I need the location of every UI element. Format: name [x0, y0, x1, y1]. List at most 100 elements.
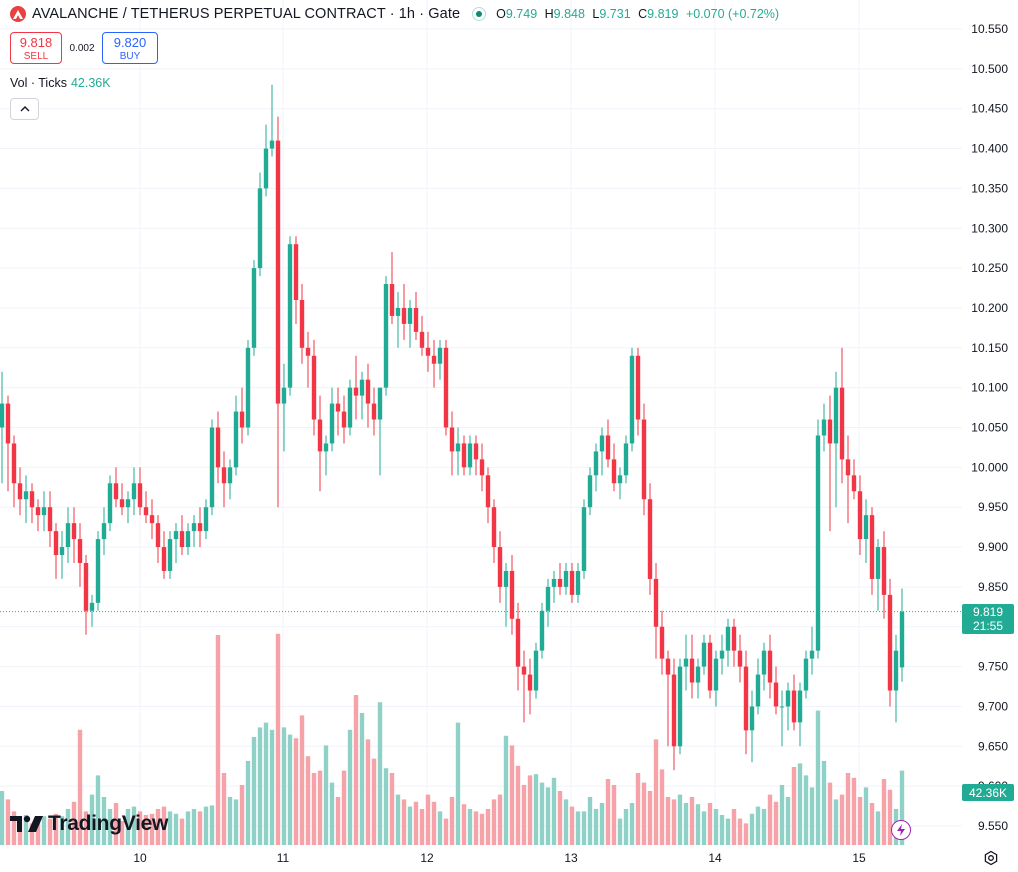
- candle-body: [89, 602, 95, 611]
- candle: [617, 467, 623, 500]
- lightning-icon: [897, 824, 905, 836]
- candle-body: [53, 531, 59, 556]
- volume-bar: [347, 729, 353, 845]
- volume-bar: [773, 801, 779, 845]
- candle-body: [383, 284, 389, 388]
- candle-body: [689, 658, 695, 683]
- candle: [629, 347, 635, 452]
- candle-body: [809, 650, 815, 659]
- price-tick-label: 9.750: [978, 660, 1008, 674]
- volume-bar: [683, 803, 689, 845]
- volume-bar: [863, 787, 869, 845]
- lightning-button[interactable]: [891, 820, 911, 840]
- candle-body: [455, 443, 461, 452]
- volume-bar: [197, 811, 203, 845]
- price-tick-label: 9.950: [978, 500, 1008, 514]
- volume-bar: [563, 799, 569, 845]
- time-tick-label: 15: [852, 851, 866, 865]
- candle: [59, 531, 65, 579]
- volume-bar: [353, 695, 359, 845]
- volume-bar: [479, 813, 485, 845]
- candle-body: [467, 443, 473, 468]
- candle: [347, 379, 353, 436]
- candle: [281, 363, 287, 452]
- candle-body: [431, 355, 437, 364]
- volume-bar: [749, 813, 755, 845]
- volume-legend[interactable]: Vol · Ticks 42.36K: [10, 76, 111, 90]
- candle-body: [263, 148, 269, 189]
- volume-bar: [767, 794, 773, 845]
- candle-body: [71, 523, 77, 540]
- buy-button[interactable]: 9.820 BUY: [102, 32, 158, 64]
- time-axis[interactable]: 10 11 12 13 14 15: [133, 851, 866, 865]
- candle-body: [725, 626, 731, 651]
- volume-bar: [269, 729, 275, 845]
- price-tick-label: 10.350: [971, 181, 1008, 195]
- candle: [407, 299, 413, 348]
- candle-body: [503, 570, 509, 587]
- price-axis[interactable]: 10.550 10.500 10.450 10.400 10.350 10.300 10.2…: [971, 22, 1008, 833]
- volume-bar: [587, 797, 593, 845]
- volume-bar: [161, 806, 167, 845]
- tradingview-logo[interactable]: TradingView: [10, 812, 168, 836]
- candle-body: [863, 515, 869, 540]
- volume-bar: [71, 801, 77, 845]
- volume-bar: [629, 803, 635, 845]
- candle: [191, 515, 197, 548]
- candle: [41, 491, 47, 532]
- candle-body: [899, 611, 905, 668]
- collapse-button[interactable]: [10, 98, 39, 120]
- candle: [155, 515, 161, 563]
- volume-bar: [557, 791, 563, 845]
- candle: [77, 523, 83, 587]
- volume-bar: [425, 794, 431, 845]
- candle-body: [101, 523, 107, 540]
- low-value: 9.731: [599, 7, 631, 21]
- candle: [563, 562, 569, 595]
- volume-bar: [47, 818, 53, 845]
- candle: [227, 459, 233, 500]
- volume-bar: [125, 809, 131, 845]
- candle: [275, 116, 281, 508]
- candle-body: [515, 618, 521, 667]
- volume-bar: [35, 821, 41, 845]
- volume-bar: [743, 823, 749, 845]
- volume-bar: [23, 815, 29, 845]
- candle: [635, 347, 641, 436]
- volume-bar: [611, 785, 617, 845]
- candle: [131, 467, 137, 516]
- candle-body: [95, 539, 101, 603]
- volume-bar: [503, 735, 509, 845]
- volume-bar: [293, 738, 299, 845]
- candle: [317, 395, 323, 492]
- candle-body: [677, 666, 683, 747]
- candle-body: [83, 562, 89, 611]
- volume-bar: [209, 805, 215, 845]
- settings-gear-icon[interactable]: [983, 850, 999, 866]
- volume-bar: [701, 811, 707, 845]
- price-tick-label: 10.200: [971, 301, 1008, 315]
- logo-text: TradingView: [48, 812, 169, 835]
- candle: [485, 467, 491, 524]
- candle: [695, 658, 701, 699]
- symbol-title[interactable]: AVALANCHE / TETHERUS PERPETUAL CONTRACT …: [32, 6, 461, 22]
- candle: [203, 499, 209, 540]
- candle: [119, 483, 125, 516]
- volume-bar: [443, 818, 449, 845]
- sell-button[interactable]: 9.818 SELL: [10, 32, 62, 64]
- candle: [755, 658, 761, 715]
- candle-body: [875, 547, 881, 579]
- volume-bar: [65, 809, 71, 845]
- volume-bar: [101, 797, 107, 845]
- candle: [461, 435, 467, 476]
- candle-body: [821, 419, 827, 436]
- volume-bar: [575, 811, 581, 845]
- candle-body: [509, 570, 515, 619]
- volume-bar: [845, 773, 851, 845]
- volume-bar: [329, 782, 335, 845]
- volume-bar: [323, 745, 329, 845]
- candle: [371, 387, 377, 436]
- candle: [437, 339, 443, 380]
- volume-bar: [839, 794, 845, 845]
